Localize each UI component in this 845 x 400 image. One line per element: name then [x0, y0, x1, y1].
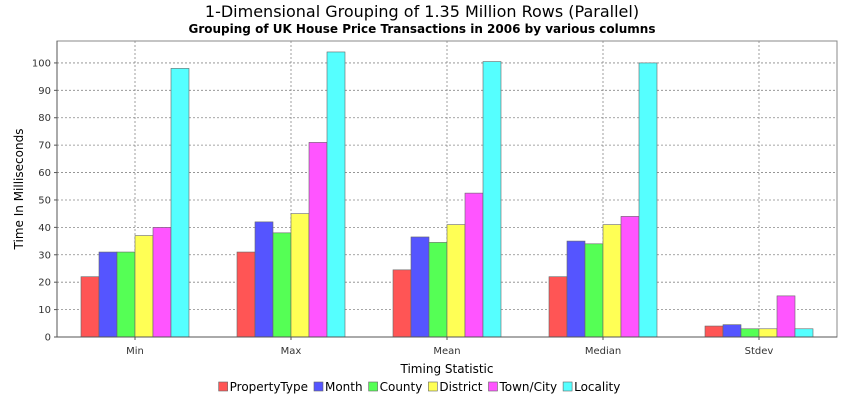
bar-town-city-min [152, 227, 172, 338]
y-axis-label: Time In Milliseconds [12, 129, 26, 251]
legend: PropertyType Month County District Town/City… [218, 380, 620, 394]
vertical-gridlines [134, 41, 760, 337]
x-axis-label: Timing Statistic [400, 362, 494, 376]
legend-swatch [218, 381, 228, 392]
chart-subtitle: Grouping of UK House Price Transactions … [189, 22, 656, 36]
y-tick-label: 50 [38, 195, 51, 206]
y-tick-label: 90 [38, 86, 51, 97]
bar-propertytype-min [80, 276, 100, 338]
bar-propertytype-stdev [704, 325, 724, 338]
bar-district-mean [446, 224, 466, 338]
y-tick-label: 30 [38, 250, 51, 261]
bar-county-min [116, 251, 136, 338]
bar-town-city-mean [464, 192, 484, 338]
x-tick-label: Max [281, 346, 302, 357]
bar-town-city-max [308, 142, 328, 338]
bar-locality-min [170, 68, 190, 338]
y-tick-label: 20 [38, 278, 51, 289]
bar-county-mean [428, 242, 448, 338]
bars [80, 51, 814, 338]
y-tick-label: 80 [38, 113, 51, 124]
y-tick-label: 0 [45, 333, 51, 344]
legend-item: District [428, 380, 483, 394]
x-axis-ticks: Min Max Mean Median Stdev [126, 337, 773, 357]
legend-label: Locality [574, 380, 620, 394]
legend-label: PropertyType [230, 380, 308, 394]
bar-month-min [98, 251, 118, 338]
legend-label: Town/City [498, 380, 557, 394]
bar-district-min [134, 235, 154, 338]
legend-label: Month [325, 380, 363, 394]
y-tick-label: 10 [38, 305, 51, 316]
chart-title: 1-Dimensional Grouping of 1.35 Million R… [205, 2, 639, 21]
legend-item: County [368, 380, 423, 394]
bar-county-stdev [740, 328, 760, 338]
legend-item: Locality [562, 380, 620, 394]
bar-month-max [254, 221, 274, 338]
legend-swatch [488, 381, 498, 392]
legend-item: Month [313, 380, 363, 394]
legend-swatch [368, 381, 378, 392]
bar-locality-mean [482, 61, 502, 338]
bar-propertytype-mean [392, 269, 412, 338]
x-tick-label: Stdev [745, 346, 774, 357]
bar-district-max [290, 213, 310, 338]
y-tick-label: 70 [38, 141, 51, 152]
legend-label: County [380, 380, 423, 394]
legend-swatch [562, 381, 573, 392]
x-tick-label: Mean [433, 346, 460, 357]
x-tick-label: Median [585, 346, 621, 357]
x-tick-label: Min [126, 346, 144, 357]
bar-locality-max [326, 51, 346, 338]
y-tick-label: 40 [38, 223, 51, 234]
legend-label: District [439, 380, 482, 394]
y-axis-ticks: 0 10 20 30 40 50 60 70 80 90 100 [32, 58, 57, 344]
bar-county-median [584, 243, 604, 338]
legend-swatch [313, 381, 324, 392]
bar-town-city-stdev [776, 295, 796, 338]
bar-town-city-median [620, 216, 640, 338]
legend-item: Town/City [488, 380, 557, 394]
bar-month-stdev [722, 324, 742, 338]
plot-area [56, 40, 838, 338]
y-tick-label: 100 [32, 58, 51, 69]
legend-item: PropertyType [218, 380, 308, 394]
bar-month-median [566, 240, 586, 338]
bar-county-max [272, 232, 292, 338]
bar-locality-stdev [794, 328, 814, 338]
bar-district-median [602, 224, 622, 338]
y-tick-label: 60 [38, 168, 51, 179]
bar-propertytype-median [548, 276, 568, 338]
legend-swatch [428, 381, 438, 392]
bar-month-mean [410, 236, 430, 338]
bar-district-stdev [758, 328, 778, 338]
bar-locality-median [638, 62, 658, 338]
bar-propertytype-max [236, 251, 256, 338]
